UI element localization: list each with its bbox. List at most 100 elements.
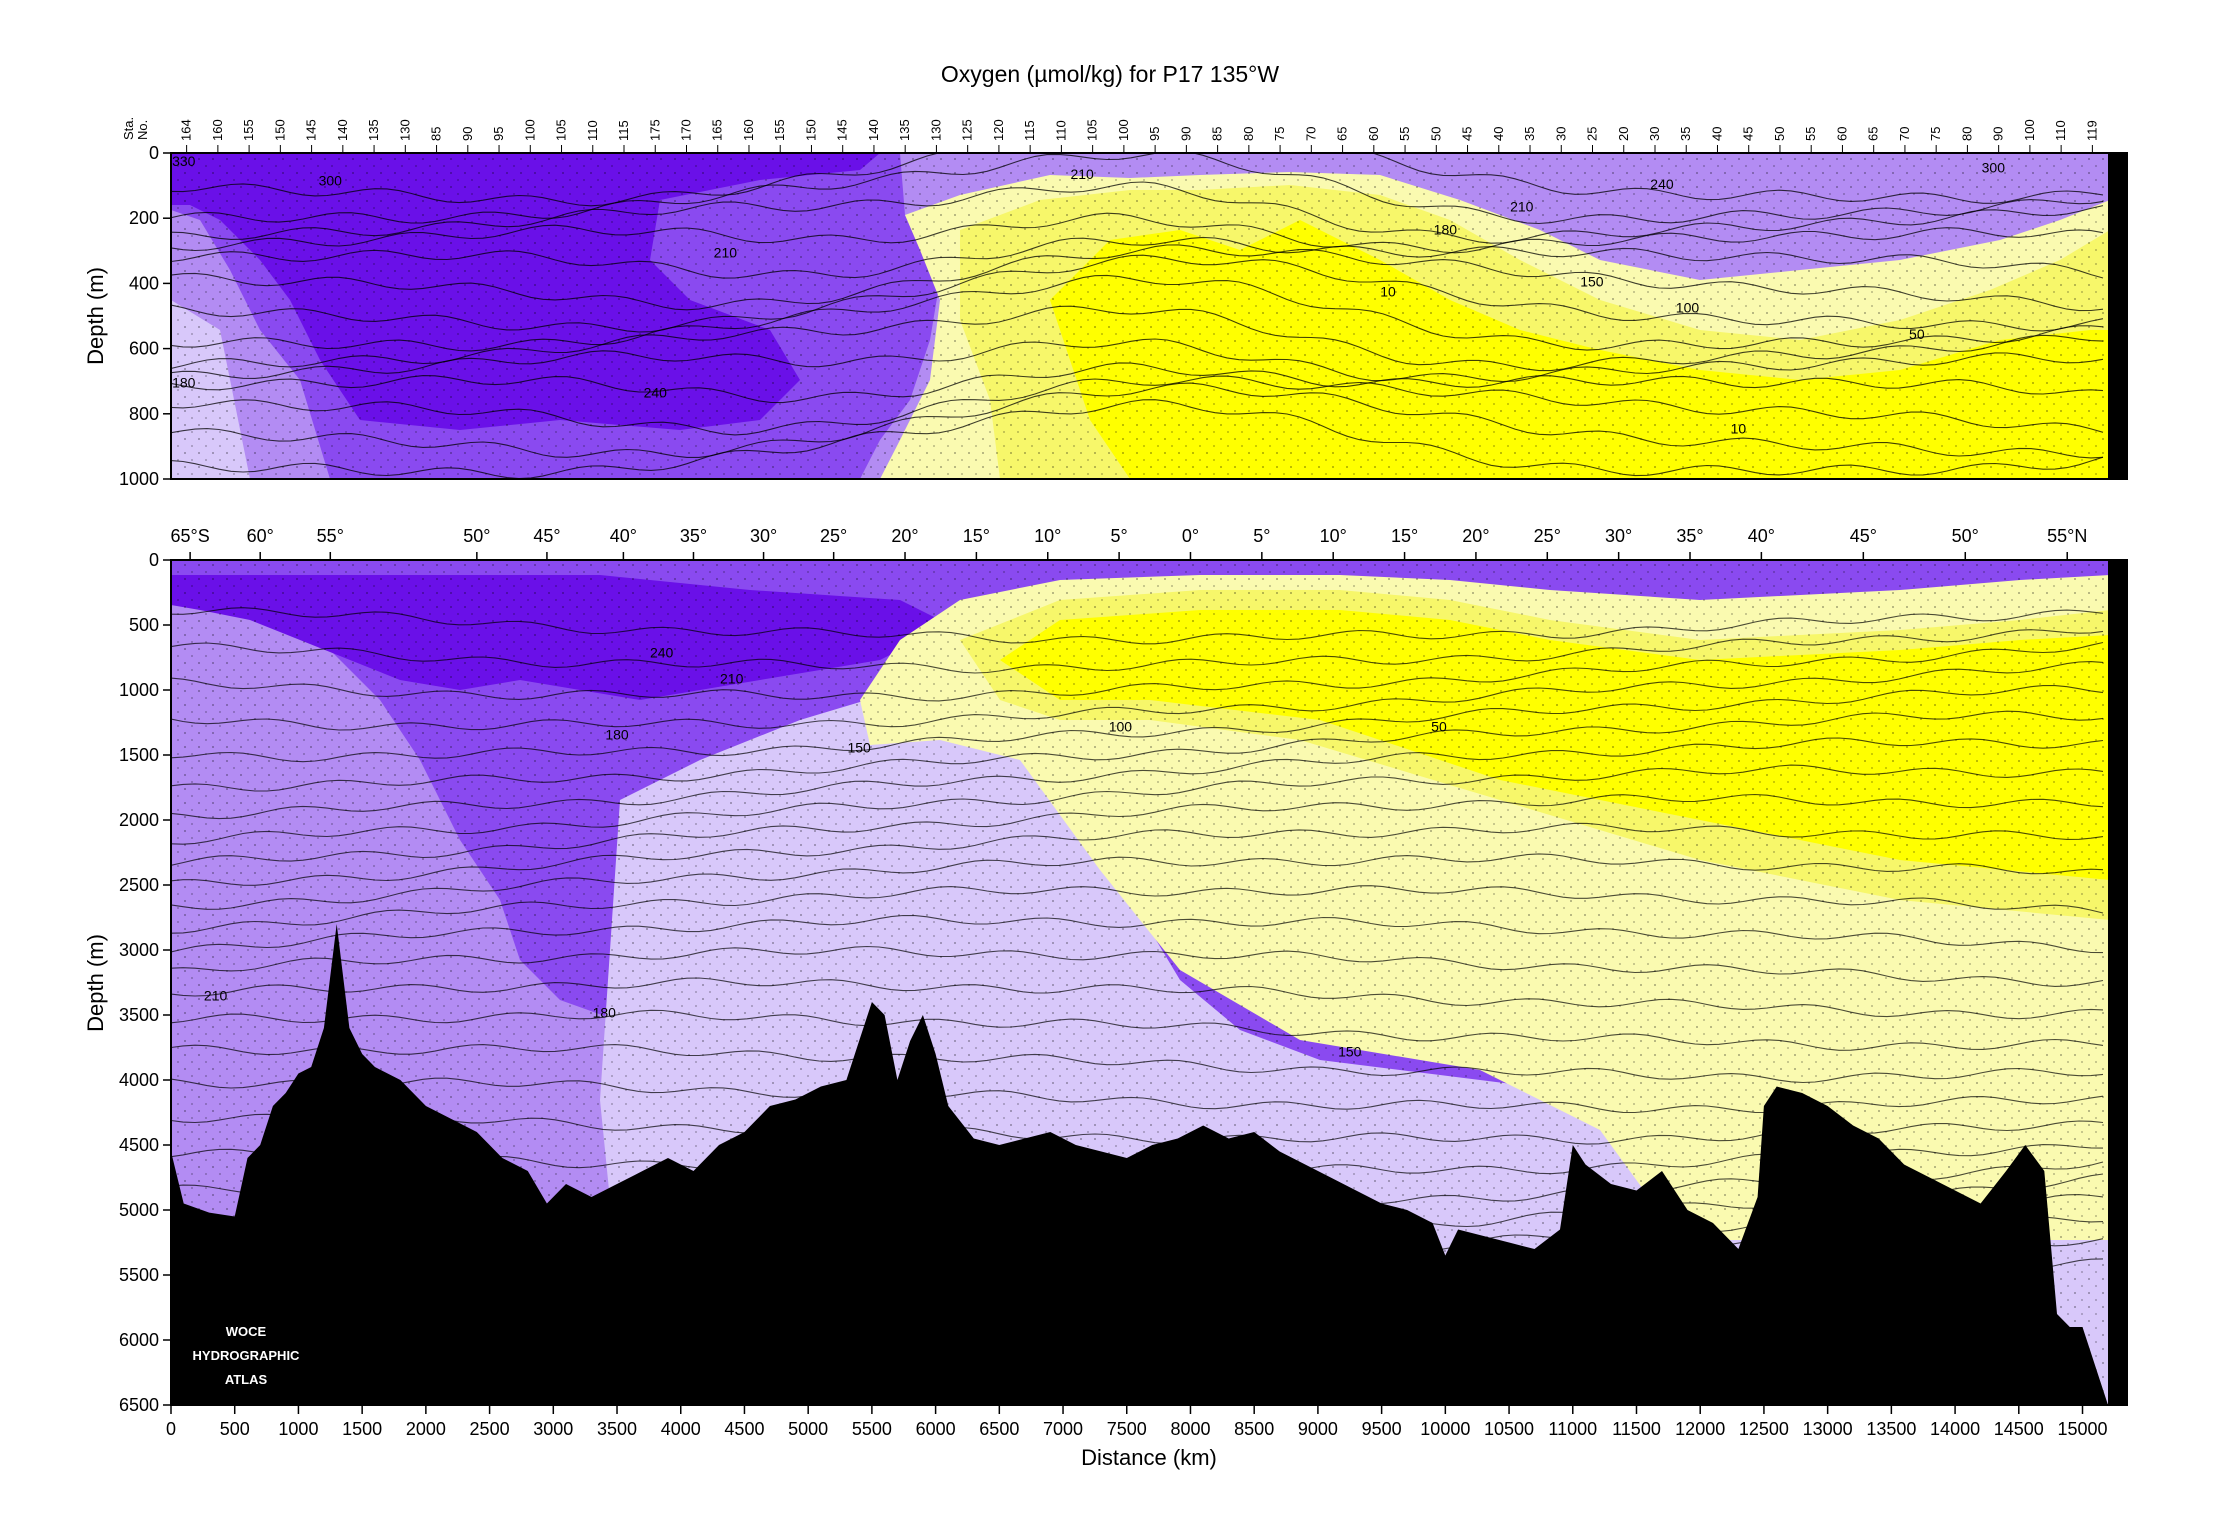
- x-tick-label: 0: [166, 1419, 176, 1439]
- top-panel: 3303002102401802101018021024015010050103…: [83, 117, 2128, 489]
- x-tick-label: 5500: [852, 1419, 892, 1439]
- contour-label: 210: [1510, 199, 1534, 215]
- bottom-y-tick-label: 2500: [119, 875, 159, 895]
- bottom-contour-line: [171, 793, 2104, 866]
- station-label: 90: [1178, 127, 1193, 141]
- top-contour-line: [171, 244, 2104, 312]
- top-dot-grid: [171, 153, 2127, 479]
- x-tick-label: 13500: [1866, 1419, 1916, 1439]
- station-label: 130: [397, 119, 412, 141]
- station-label: 175: [647, 119, 662, 141]
- bottom-y-tick-label: 5500: [119, 1265, 159, 1285]
- bottom-x-axis-title: Distance (km): [1081, 1445, 1217, 1470]
- top-y-tick-label: 1000: [119, 469, 159, 489]
- bottom-contour-line: [171, 945, 2104, 987]
- station-label: 75: [1272, 127, 1287, 141]
- x-tick-label: 14500: [1994, 1419, 2044, 1439]
- bottom-contour-labels: 240 210 180 150 100 50 210 180 150: [204, 645, 1447, 1060]
- latitude-tick-label: 35°: [680, 526, 707, 546]
- contour-label: 240: [650, 645, 674, 661]
- top-y-axis: 0 200 400 600 800 1000: [119, 143, 171, 489]
- station-label: 160: [741, 119, 756, 141]
- bottom-contour-line: [171, 737, 2104, 820]
- x-tick-label: 12000: [1675, 1419, 1725, 1439]
- bottom-contour-line: [171, 641, 2104, 702]
- bottom-contour-line: [171, 914, 2104, 954]
- top-y-tick-label: 600: [129, 339, 159, 359]
- latitude-tick-label: 10°: [1320, 526, 1347, 546]
- station-label: 135: [366, 119, 381, 141]
- station-label: 60: [1834, 127, 1849, 141]
- station-label: 100: [522, 119, 537, 141]
- station-label: 65: [1866, 127, 1881, 141]
- station-label: 40: [1709, 127, 1724, 141]
- contour-label: 100: [1676, 300, 1700, 316]
- latitude-tick-label: 25°: [820, 526, 847, 546]
- station-label: 50: [1772, 127, 1787, 141]
- x-tick-label: 6500: [979, 1419, 1019, 1439]
- top-contour-line: [171, 375, 2104, 436]
- station-label: 119: [2084, 120, 2099, 141]
- bottom-contour-line: [171, 685, 2104, 763]
- top-contour-line: [171, 274, 2104, 352]
- top-y-axis-title: Depth (m): [83, 267, 108, 365]
- station-label: 35: [1522, 127, 1537, 141]
- latitude-tick-label: 40°: [1748, 526, 1775, 546]
- contour-label: 300: [319, 173, 343, 189]
- station-label: 30: [1553, 127, 1568, 141]
- top-y-tick-label: 800: [129, 404, 159, 424]
- x-tick-label: 14000: [1930, 1419, 1980, 1439]
- contour-label: 10: [1380, 283, 1396, 299]
- station-label: 45: [1741, 127, 1756, 141]
- station-label: 65: [1335, 127, 1350, 141]
- top-contour-line: [171, 338, 2104, 383]
- contour-label: 180: [593, 1005, 617, 1021]
- contour-label: 210: [1070, 166, 1094, 182]
- station-label: 115: [616, 120, 631, 141]
- station-label: 95: [1147, 127, 1162, 141]
- contour-label: 150: [1338, 1044, 1362, 1060]
- seafloor-bathymetry: [171, 924, 2108, 1405]
- contour-label: 300: [1982, 160, 2006, 176]
- latitude-tick-label: 30°: [1605, 526, 1632, 546]
- bottom-y-tick-label: 1500: [119, 745, 159, 765]
- bottom-panel: 240 210 180 150 100 50 210 180 150 0 500 1000 1500 2…: [83, 526, 2128, 1470]
- latitude-tick-label: 5°: [1111, 526, 1128, 546]
- contour-label: 180: [605, 726, 629, 742]
- contour-label: 50: [1909, 326, 1925, 342]
- top-contour-line: [171, 382, 2104, 459]
- x-tick-label: 2500: [470, 1419, 510, 1439]
- top-contour-labels: 330 300 210 240 180 210 10 180 210 240 150 100 50 10 3…: [172, 153, 2005, 436]
- station-label: 164: [179, 119, 194, 141]
- station-label: 115: [1022, 120, 1037, 141]
- bottom-y-tick-label: 4500: [119, 1135, 159, 1155]
- bottom-y-axis: 0 500 1000 1500 2000 2500 3000 3500 4000 4500 5000…: [119, 550, 171, 1415]
- top-plot-frame: [170, 152, 2128, 480]
- station-label: 90: [1991, 127, 2006, 141]
- x-tick-label: 10500: [1484, 1419, 1534, 1439]
- latitude-tick-label: 55°N: [2047, 526, 2087, 546]
- bottom-contour-line: [171, 977, 2104, 1020]
- bottom-y-tick-label: 6000: [119, 1330, 159, 1350]
- bottom-y-tick-label: 4000: [119, 1070, 159, 1090]
- contour-label: 100: [1109, 719, 1133, 735]
- x-tick-label: 15000: [2057, 1419, 2107, 1439]
- bottom-contour-line: [171, 661, 2104, 731]
- latitude-tick-label: 65°S: [170, 526, 209, 546]
- station-label: 170: [678, 119, 693, 141]
- station-label: 165: [710, 119, 725, 141]
- station-label: 45: [1460, 127, 1475, 141]
- latitude-tick-label: 50°: [1952, 526, 1979, 546]
- bottom-y-tick-label: 6500: [119, 1395, 159, 1415]
- x-tick-label: 11000: [1548, 1419, 1597, 1439]
- latitude-tick-label: 45°: [1850, 526, 1877, 546]
- bottom-y-tick-label: 2000: [119, 810, 159, 830]
- station-label: 85: [1210, 127, 1225, 141]
- x-tick-label: 2000: [406, 1419, 446, 1439]
- bottom-contour-line: [171, 885, 2104, 934]
- x-tick-label: 3000: [533, 1419, 573, 1439]
- station-label: 90: [460, 127, 475, 141]
- top-contour-line: [171, 399, 2104, 479]
- station-label: 110: [1053, 120, 1068, 141]
